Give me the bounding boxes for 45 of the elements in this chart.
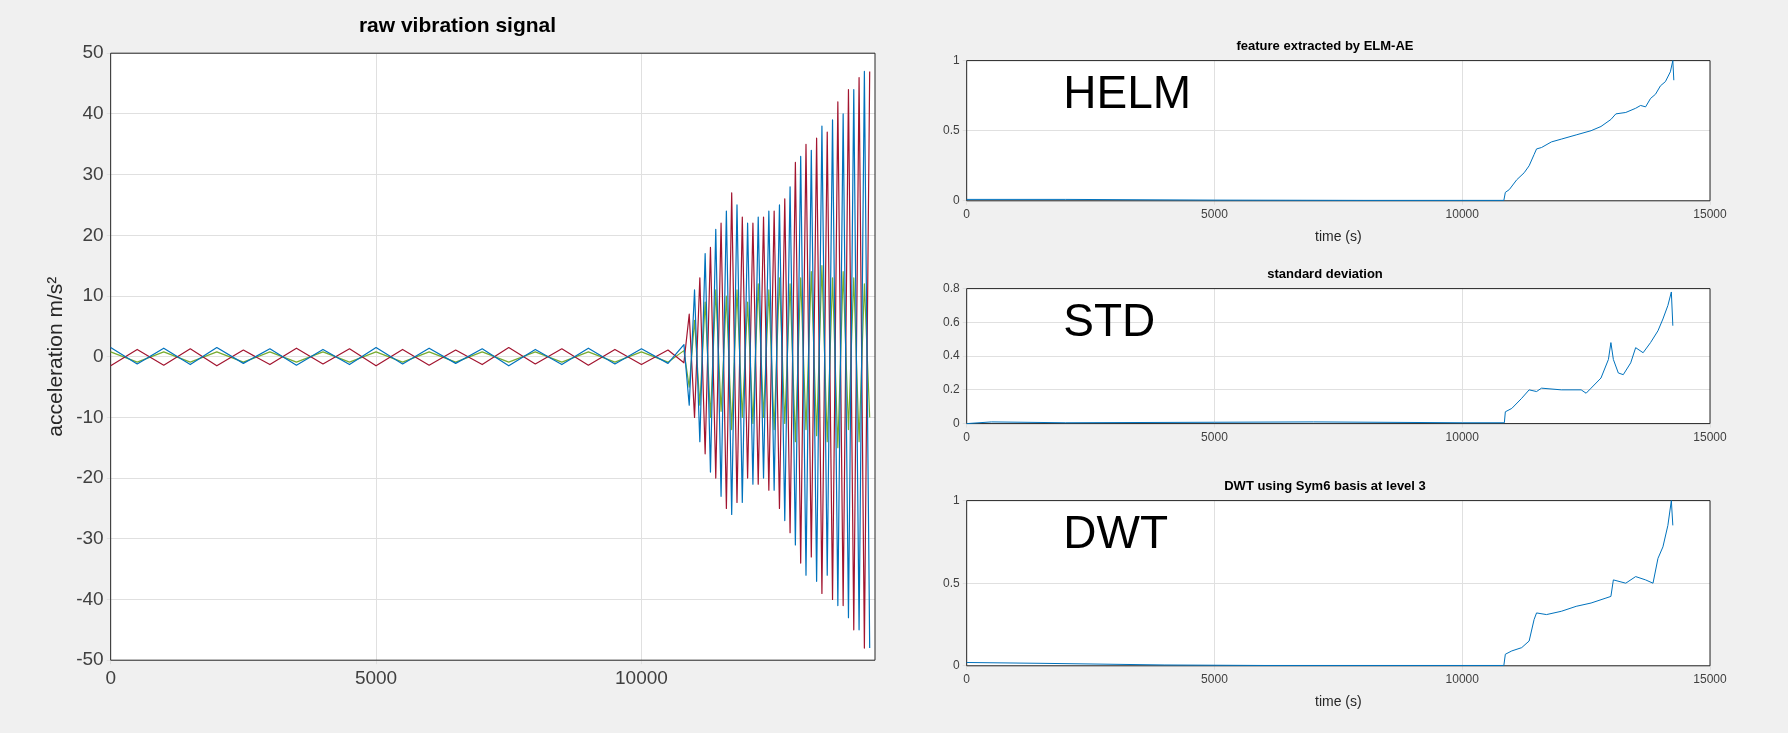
x-tick-label: 10000 xyxy=(1445,430,1480,445)
y-tick-label: 0 xyxy=(952,415,960,430)
y-tick-label: 0.2 xyxy=(942,382,960,397)
x-tick-label: 5000 xyxy=(1201,207,1229,222)
y-tick-label: 0.4 xyxy=(942,348,960,363)
y-tick-label: -30 xyxy=(76,527,104,549)
y-tick-label: -20 xyxy=(76,466,104,488)
annotation: DWT xyxy=(1063,506,1169,559)
x-tick-label: 0 xyxy=(963,430,971,445)
x-tick-label: 0 xyxy=(963,672,971,687)
y-tick-label: 1 xyxy=(952,52,960,67)
x-axis-title: time (s) xyxy=(1315,228,1362,245)
chart-title: DWT using Sym6 basis at level 3 xyxy=(1224,478,1426,494)
x-tick-label: 10000 xyxy=(615,666,668,688)
y-tick-label: 0.5 xyxy=(942,123,960,138)
annotation: STD xyxy=(1063,294,1156,347)
x-tick-label: 5000 xyxy=(354,666,398,688)
annotation: HELM xyxy=(1063,66,1192,119)
x-tick-label: 10000 xyxy=(1445,672,1480,687)
y-tick-label: 50 xyxy=(82,41,104,63)
x-tick-label: 5000 xyxy=(1201,430,1229,445)
x-tick-label: 10000 xyxy=(1445,207,1480,222)
x-tick-label: 0 xyxy=(963,207,971,222)
chart-title: standard deviation xyxy=(1267,266,1383,282)
y-tick-label: -10 xyxy=(76,405,104,427)
y-tick-label: 0.5 xyxy=(942,575,960,590)
y-tick-label: 20 xyxy=(82,223,104,245)
x-axis-title: time (s) xyxy=(1315,693,1362,710)
x-tick-label: 15000 xyxy=(1693,430,1728,445)
y-tick-label: 0.8 xyxy=(942,280,960,295)
chart-title: raw vibration signal xyxy=(358,13,557,37)
x-tick-label: 5000 xyxy=(1201,672,1229,687)
y-tick-label: 40 xyxy=(82,102,104,124)
y-tick-label: 0 xyxy=(952,193,960,208)
y-tick-label: -50 xyxy=(76,648,104,670)
y-axis-title: acceleration m/s² xyxy=(43,276,67,437)
x-tick-label: 15000 xyxy=(1693,672,1728,687)
y-tick-label: 10 xyxy=(82,284,104,306)
x-tick-label: 15000 xyxy=(1693,207,1728,222)
y-tick-label: 30 xyxy=(82,162,104,184)
y-tick-label: 0.6 xyxy=(942,314,960,329)
chart-title: feature extracted by ELM-AE xyxy=(1236,38,1414,54)
y-tick-label: 1 xyxy=(952,492,960,507)
y-tick-label: -40 xyxy=(76,587,104,609)
y-tick-label: 0 xyxy=(93,344,104,366)
